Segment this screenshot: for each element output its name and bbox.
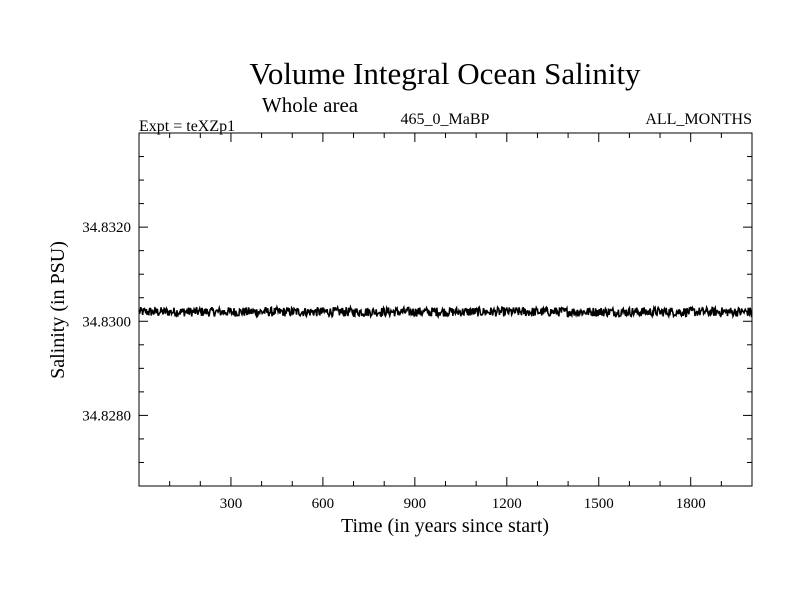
x-tick-label: 1500 [584, 496, 614, 512]
x-tick-label: 600 [312, 496, 335, 512]
y-axis-tick-labels: 34.8280 34.8300 34.8320 [82, 220, 131, 424]
y-axis-ticks [139, 156, 752, 463]
x-tick-label: 900 [404, 496, 427, 512]
header-left-label: Expt = teXZp1 [139, 118, 235, 135]
y-tick-label: 34.8280 [82, 408, 131, 424]
x-axis-ticks [169, 133, 722, 486]
chart-title: Volume Integral Ocean Salinity [249, 56, 641, 91]
y-axis-label: Salinity (in PSU) [47, 241, 69, 379]
x-axis-tick-labels: 300 600 900 1200 1500 1800 [220, 496, 706, 512]
series-line-salinity [138, 304, 753, 320]
y-tick-label: 34.8300 [82, 314, 131, 330]
x-tick-label: 1200 [492, 496, 522, 512]
header-center-label: 465_0_MaBP [401, 111, 490, 128]
x-tick-label: 300 [220, 496, 243, 512]
x-tick-label: 1800 [676, 496, 706, 512]
y-tick-label: 34.8320 [82, 220, 131, 236]
x-axis-label: Time (in years since start) [341, 515, 549, 537]
chart-subtitle: Whole area [262, 93, 359, 117]
header-right-label: ALL_MONTHS [645, 111, 752, 128]
